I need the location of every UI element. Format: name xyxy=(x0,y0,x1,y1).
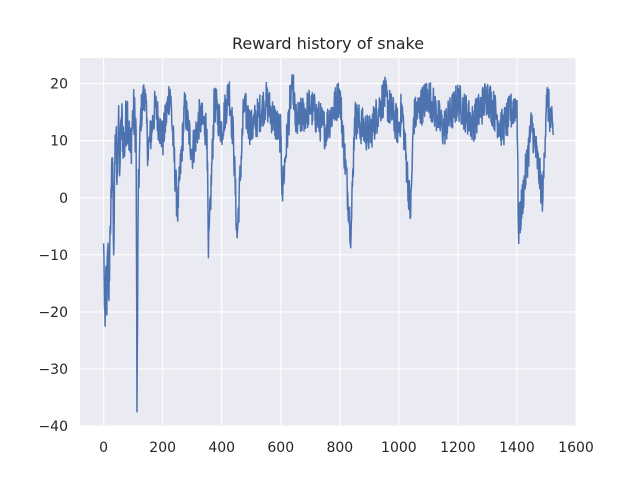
y-tick-label: 0 xyxy=(59,191,68,207)
y-tick-label: −30 xyxy=(38,362,68,378)
x-tick-label: 1000 xyxy=(381,440,417,456)
y-tick-label: −10 xyxy=(38,248,68,264)
series-layer xyxy=(102,74,555,413)
x-tick-label: 1400 xyxy=(499,440,535,456)
x-tick-label: 200 xyxy=(149,440,176,456)
chart-title: Reward history of snake xyxy=(232,34,424,53)
y-tick-label: −40 xyxy=(38,419,68,435)
x-tick-label: 1200 xyxy=(440,440,476,456)
reward-series-line xyxy=(102,74,555,413)
y-tick-label: 20 xyxy=(50,77,68,93)
x-tick-label: 600 xyxy=(267,440,294,456)
y-gridlines xyxy=(80,83,576,427)
x-tick-label: 400 xyxy=(208,440,235,456)
y-tick-labels: −40 −30 −20 −10 0 10 20 xyxy=(38,77,68,435)
x-tick-label: 0 xyxy=(99,440,108,456)
y-tick-label: 10 xyxy=(50,134,68,150)
x-tick-label: 1600 xyxy=(558,440,594,456)
x-tick-label: 800 xyxy=(326,440,353,456)
x-tick-labels: 0 200 400 600 800 1000 1200 1400 1600 xyxy=(99,440,594,456)
y-tick-label: −20 xyxy=(38,305,68,321)
